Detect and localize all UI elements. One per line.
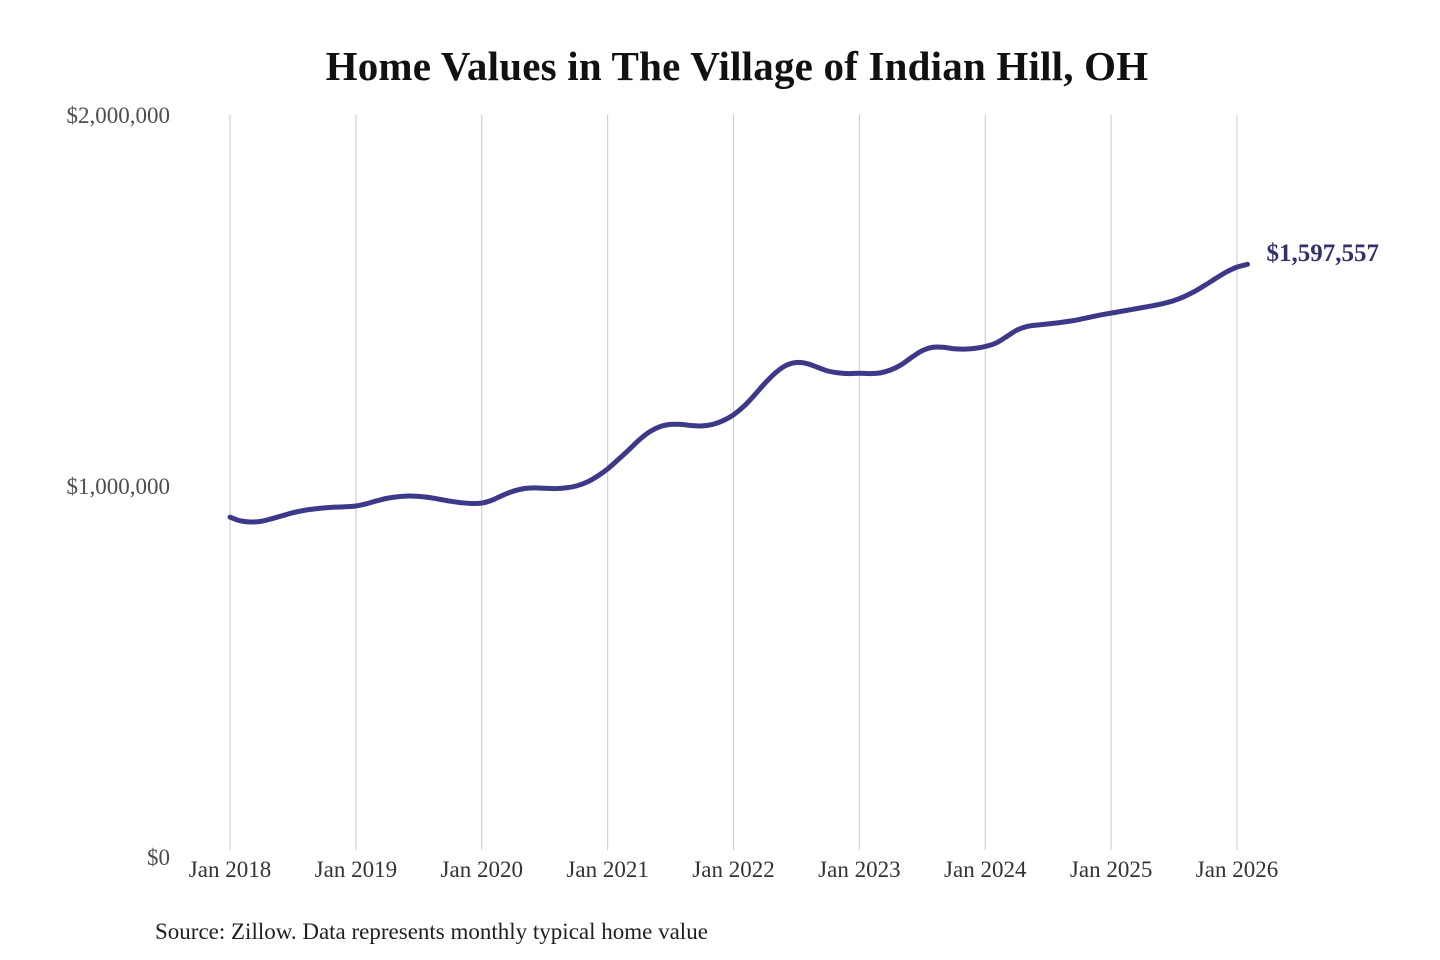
x-tick-jan-2026: Jan 2026 xyxy=(1195,857,1279,882)
x-tick-jan-2025: Jan 2025 xyxy=(1069,857,1153,882)
chart-title: Home Values in The Village of Indian Hil… xyxy=(325,43,1149,89)
home-value-line xyxy=(227,261,1250,525)
x-tick-jan-2023: Jan 2023 xyxy=(818,857,901,882)
x-tick-jan-2021: Jan 2021 xyxy=(566,857,649,882)
x-tick-jan-2019: Jan 2019 xyxy=(314,857,398,882)
source-note: Source: Zillow. Data represents monthly … xyxy=(155,919,708,944)
y-tick-2000000: $2,000,000 xyxy=(66,103,171,128)
y-tick-0: $0 xyxy=(147,845,170,870)
x-tick-jan-2018: Jan 2018 xyxy=(188,857,272,882)
x-tick-jan-2020: Jan 2020 xyxy=(440,857,523,882)
y-tick-1000000: $1,000,000 xyxy=(66,474,171,499)
x-tick-jan-2024: Jan 2024 xyxy=(944,857,1027,882)
latest-value-annotation: $1,597,557 xyxy=(1266,240,1379,268)
x-tick-jan-2022: Jan 2022 xyxy=(692,857,775,882)
year-gridlines xyxy=(229,115,1238,850)
